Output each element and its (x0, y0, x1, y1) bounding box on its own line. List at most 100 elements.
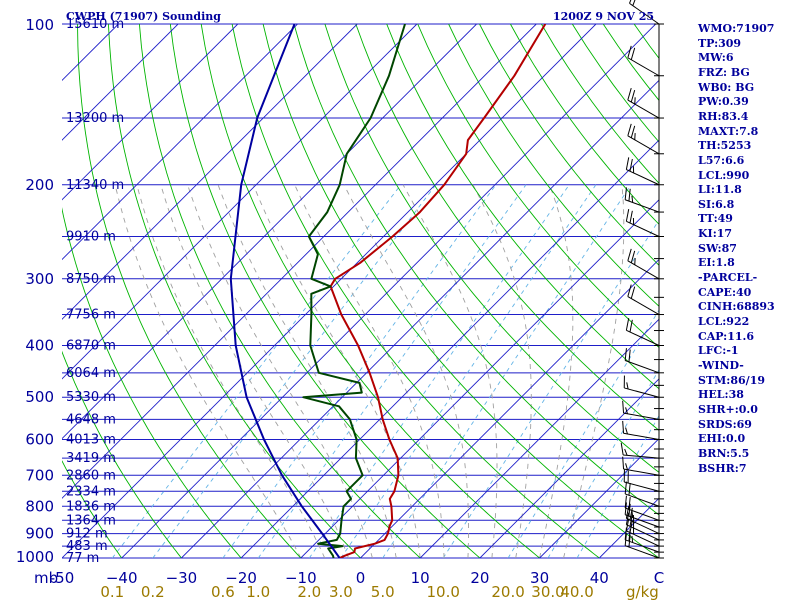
wind-barb (627, 45, 660, 77)
mixing-ratio-label: 2.0 (297, 583, 321, 600)
wind-barb-full-feather (624, 348, 627, 361)
height-label: 4648 m (66, 412, 116, 427)
dry-adiabat-110 (448, 24, 659, 307)
isotherm--20 (240, 139, 659, 558)
wind-barb (622, 400, 660, 420)
index-line: KI:17 (698, 227, 733, 241)
index-line: L57:6.6 (698, 153, 745, 167)
wind-barb-full-feather (629, 158, 633, 172)
temperature-tick-labels: -50 −40 −30 −20 −10 0 10 20 30 40 C (50, 569, 664, 587)
moist-adiabat-30 (539, 184, 574, 558)
wind-barb-full-feather (630, 286, 636, 299)
wind-barb-staff (623, 468, 660, 476)
pressure-tick-labels: 100 200 300 400 500 600 700 800 900 1000 mb (16, 16, 58, 587)
wind-barb-full-feather (629, 319, 633, 333)
index-line: CINH:68893 (698, 300, 775, 314)
wind-barb (625, 209, 660, 237)
dry-adiabat-70 (324, 24, 659, 473)
height-label: 13200 m (66, 111, 124, 126)
moist-adiabat--6 (136, 184, 326, 558)
mixing-ratio-unit: g/kg (626, 583, 659, 600)
height-label: 3419 m (66, 451, 116, 466)
index-line: LI:11.8 (698, 183, 742, 197)
wind-barb-full-feather (627, 88, 632, 101)
mixing-ratio-label: 10.0 (427, 583, 460, 600)
wind-barb-staff (629, 2, 660, 25)
height-label: 7756 m (66, 308, 116, 323)
wind-barb-staff (623, 454, 660, 459)
wind-barb-staff (627, 296, 660, 315)
isotherm--50 (62, 24, 597, 558)
moist-adiabat-26 (472, 184, 532, 558)
wind-barb-staff (626, 524, 660, 541)
isotherm--100 (62, 24, 298, 261)
wind-barb-half-feather (631, 510, 634, 518)
mixing-ratio-labels: 0.1 0.2 0.6 1.0 2.0 3.0 5.0 10.0 20.0 30.040.0 g/k… (100, 583, 658, 600)
wind-barb-half-feather (625, 427, 628, 435)
mixing-ratio-line-3 (340, 184, 597, 558)
height-label: 483 m (66, 539, 108, 554)
wind-barb-half-feather (624, 448, 628, 456)
index-line: TH:5253 (698, 139, 752, 153)
wind-barb-staff (625, 514, 660, 528)
height-label: 9910 m (66, 229, 116, 244)
wind-barb-full-feather (622, 456, 625, 470)
wind-barbs (620, 0, 660, 559)
moist-adiabat-6 (217, 184, 397, 558)
dry-adiabat-20 (169, 24, 481, 558)
dry-adiabat-120 (479, 24, 659, 266)
wind-barb-staff (625, 545, 660, 559)
pressure-tick-label: 500 (25, 388, 54, 406)
index-line: SI:6.8 (698, 197, 735, 211)
wind-barb (624, 187, 660, 213)
isotherm--90 (62, 24, 358, 320)
temperature-tick-label: 0 (356, 569, 366, 587)
dry-adiabat-90 (386, 24, 659, 390)
temperature-tick-label: −30 (166, 569, 198, 587)
mixing-ratio-label: 1.0 (246, 583, 270, 600)
wind-barb-full-feather (627, 284, 632, 297)
wind-barb-staff (625, 360, 660, 374)
wind-barb-staff (626, 530, 660, 547)
temperature-tick-label: -50 (50, 569, 75, 587)
height-label: 5330 m (66, 390, 116, 405)
sounding-profiles (229, 24, 547, 558)
mixing-ratio-label: 5.0 (371, 583, 395, 600)
wind-barb-full-feather (630, 47, 636, 60)
wind-barb-staff (626, 329, 660, 346)
dry-adiabat--20 (62, 207, 242, 558)
isotherm-10 (419, 318, 659, 558)
wind-barb-full-feather (630, 250, 636, 263)
isotherm-30 (539, 437, 659, 558)
mixing-ratio-line-2 (308, 184, 570, 558)
index-line: SHR+:0.0 (698, 402, 758, 416)
wind-barb-full-feather (628, 497, 631, 510)
wind-barb-full-feather (627, 123, 632, 136)
isotherm--40 (121, 24, 657, 558)
height-label: 6064 m (66, 366, 116, 381)
temperature-tick-label: −40 (106, 569, 138, 587)
wind-barb-full-feather (627, 45, 632, 58)
height-label: 2334 m (66, 484, 116, 499)
height-label: 4013 m (66, 433, 116, 448)
isotherm--80 (62, 24, 418, 380)
index-line: SW:87 (698, 241, 737, 255)
index-line: WB0: BG (698, 80, 755, 94)
height-label: 6870 m (66, 339, 116, 354)
wind-barb-full-feather (632, 0, 636, 6)
moist-adiabat-2 (187, 184, 373, 558)
wind-barb-full-feather (624, 495, 627, 509)
wind-barb-full-feather (630, 125, 636, 138)
index-line: -PARCEL- (698, 271, 758, 285)
mixing-ratio-label: 20.0 (491, 583, 524, 600)
height-label: 2860 m (66, 468, 116, 483)
index-line: LCL:990 (698, 168, 750, 182)
wind-barb-full-feather (629, 0, 632, 4)
dry-adiabat-10 (138, 24, 421, 558)
dry-adiabat-60 (293, 24, 659, 516)
index-line: FRZ: BG (698, 65, 750, 79)
wind-barb-full-feather (630, 90, 636, 103)
height-labels: 15610 m 13200 m 11340 m 9910 m 8750 m 7756 m 6… (66, 17, 124, 566)
wind-barb (625, 318, 660, 346)
